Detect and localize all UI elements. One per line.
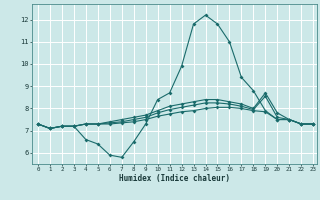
X-axis label: Humidex (Indice chaleur): Humidex (Indice chaleur) xyxy=(119,174,230,183)
